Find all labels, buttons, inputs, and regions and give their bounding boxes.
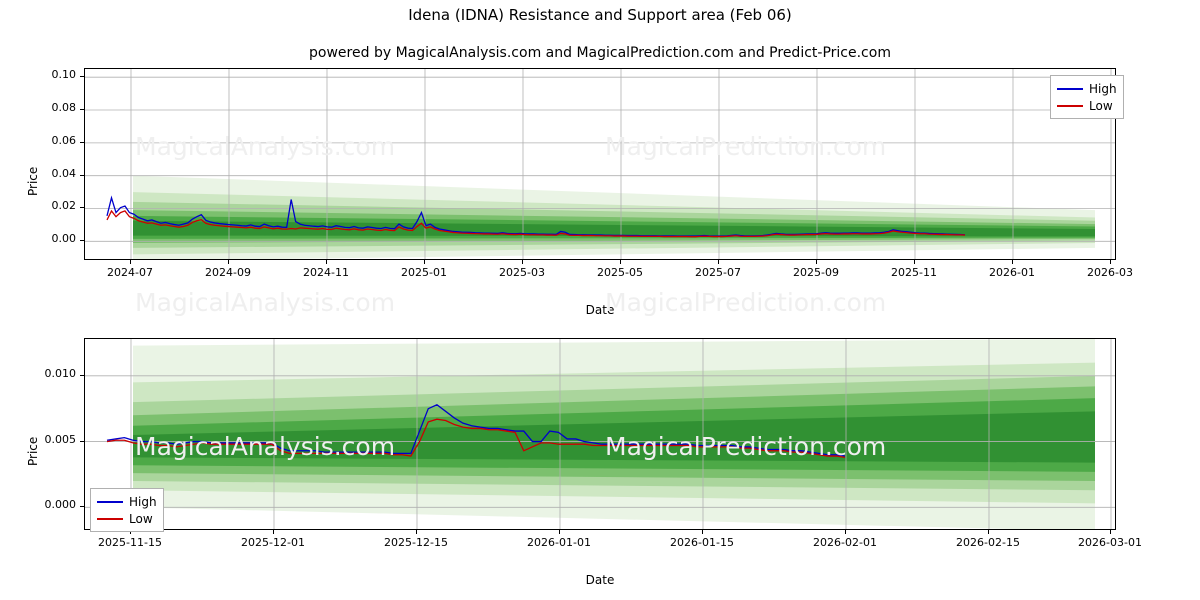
x-tick-mark <box>559 530 560 534</box>
y-tick-mark <box>80 174 84 176</box>
x-tick-label: 2024-09 <box>205 266 251 279</box>
y-tick-mark <box>80 374 84 376</box>
y-tick-mark <box>80 141 84 143</box>
x-tick-label: 2025-05 <box>597 266 643 279</box>
legend-label-low: Low <box>1089 98 1113 113</box>
high-line-swatch <box>97 500 123 503</box>
x-tick-mark <box>326 260 327 264</box>
x-tick-label: 2025-11-15 <box>98 536 162 549</box>
x-tick-label: 2025-09 <box>793 266 839 279</box>
y-tick-label: 0.02 <box>51 199 77 213</box>
upper-chart-panel <box>84 68 1116 260</box>
upper-x-axis-label: Date <box>585 303 615 317</box>
lower-x-axis-label: Date <box>585 573 615 587</box>
y-tick-mark <box>80 109 84 111</box>
x-tick-label: 2024-11 <box>303 266 349 279</box>
upper-legend: High Low <box>1050 75 1124 119</box>
x-tick-mark <box>416 530 417 534</box>
x-tick-mark <box>1110 530 1111 534</box>
y-tick-mark <box>80 240 84 242</box>
x-tick-label: 2026-01 <box>989 266 1035 279</box>
x-tick-mark <box>1012 260 1013 264</box>
y-tick-label: 0.00 <box>51 232 77 246</box>
lower-legend: High Low <box>90 488 164 532</box>
x-tick-mark <box>914 260 915 264</box>
x-tick-label: 2025-11 <box>891 266 937 279</box>
watermark-right-top: MagicalPrediction.com <box>605 132 887 161</box>
legend-label-low: Low <box>129 511 153 526</box>
y-tick-label: 0.005 <box>44 432 77 446</box>
legend-entry-high: High <box>97 493 157 510</box>
x-tick-mark <box>273 530 274 534</box>
legend-entry-low: Low <box>97 510 157 527</box>
x-tick-label: 2025-07 <box>695 266 741 279</box>
page-subtitle: powered by MagicalAnalysis.com and Magic… <box>309 45 891 61</box>
x-tick-mark <box>522 260 523 264</box>
x-tick-mark <box>424 260 425 264</box>
x-tick-label: 2026-02-15 <box>956 536 1020 549</box>
band-region <box>133 411 1095 463</box>
x-tick-mark <box>702 530 703 534</box>
x-tick-label: 2024-07 <box>107 266 153 279</box>
series-line-low <box>106 209 966 238</box>
x-tick-label: 2025-03 <box>499 266 545 279</box>
y-tick-label: 0.010 <box>44 366 77 380</box>
y-tick-mark <box>80 76 84 78</box>
x-tick-mark <box>845 530 846 534</box>
legend-entry-low: Low <box>1057 97 1117 114</box>
series-line-high <box>106 195 966 237</box>
lower-chart-panel <box>84 338 1116 530</box>
watermark-left-bottom: MagicalAnalysis.com <box>135 432 396 461</box>
legend-entry-high: High <box>1057 80 1117 97</box>
x-tick-label: 2025-01 <box>401 266 447 279</box>
page-title: Idena (IDNA) Resistance and Support area… <box>408 6 792 24</box>
watermark-right-bottom: MagicalPrediction.com <box>605 432 887 461</box>
low-line-swatch <box>1057 104 1083 107</box>
y-tick-label: 0.10 <box>51 68 77 82</box>
x-tick-mark <box>620 260 621 264</box>
x-tick-mark <box>988 530 989 534</box>
y-tick-label: 0.06 <box>51 133 77 147</box>
y-tick-mark <box>80 440 84 442</box>
x-tick-label: 2025-12-01 <box>241 536 305 549</box>
x-tick-label: 2026-03-01 <box>1078 536 1142 549</box>
low-line-swatch <box>97 517 123 520</box>
series-line-high <box>106 403 846 457</box>
y-tick-label: 0.08 <box>51 101 77 115</box>
x-tick-label: 2026-01-15 <box>670 536 734 549</box>
y-tick-label: 0.04 <box>51 166 77 180</box>
x-tick-mark <box>228 260 229 264</box>
watermark-left-top: MagicalAnalysis.com <box>135 132 396 161</box>
legend-label-high: High <box>129 494 157 509</box>
x-tick-label: 2026-03 <box>1087 266 1133 279</box>
watermark-right-mid: MagicalPrediction.com <box>605 288 887 317</box>
x-tick-mark <box>130 530 131 534</box>
legend-label-high: High <box>1089 81 1117 96</box>
x-tick-mark <box>130 260 131 264</box>
x-tick-label: 2026-01-01 <box>527 536 591 549</box>
y-tick-mark <box>80 207 84 209</box>
y-tick-label: 0.000 <box>44 498 77 512</box>
high-line-swatch <box>1057 87 1083 90</box>
x-tick-mark <box>1110 260 1111 264</box>
x-tick-label: 2026-02-01 <box>813 536 877 549</box>
watermark-left-mid: MagicalAnalysis.com <box>135 288 396 317</box>
x-tick-label: 2025-12-15 <box>384 536 448 549</box>
y-tick-mark <box>80 506 84 508</box>
x-tick-mark <box>718 260 719 264</box>
series-line-low <box>106 418 846 459</box>
x-tick-mark <box>816 260 817 264</box>
